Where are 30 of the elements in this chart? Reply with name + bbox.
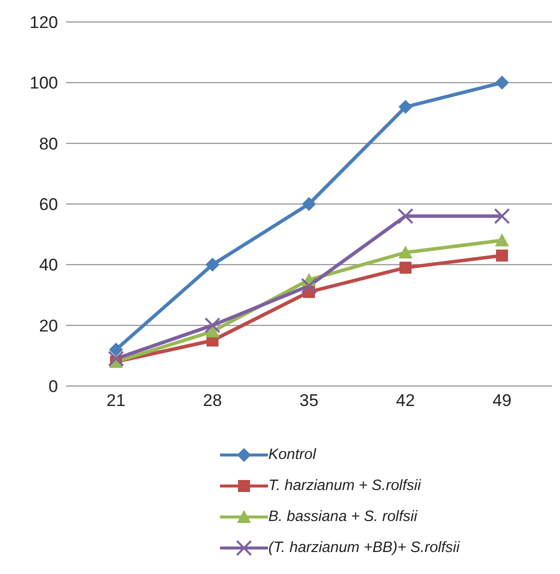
- y-tick-label: 0: [48, 377, 58, 396]
- point: [206, 258, 220, 272]
- y-tick-label: 20: [39, 316, 58, 336]
- point: [302, 197, 316, 211]
- legend-label: Kontrol: [268, 446, 316, 463]
- point: [398, 100, 412, 114]
- y-tick-label: 80: [39, 134, 58, 154]
- y-tick-label: 100: [30, 74, 58, 93]
- point: [108, 350, 124, 367]
- legend-label: T. harzianum + S.rolfsii: [268, 477, 421, 494]
- point: [496, 250, 508, 262]
- x-tick-label: 49: [492, 391, 512, 410]
- legend-label: B. bassiana + S. rolfsii: [268, 508, 418, 525]
- point: [398, 208, 414, 224]
- x-tick-label: 35: [300, 391, 318, 410]
- x-tick-label: 42: [396, 391, 415, 410]
- x-tick-label: 21: [106, 391, 126, 410]
- x-tick-label: 28: [203, 391, 222, 410]
- point: [204, 317, 220, 334]
- y-tick-label: 120: [30, 13, 58, 32]
- point: [495, 76, 509, 90]
- y-tick-label: 60: [39, 195, 58, 214]
- legend-label: (T. harzianum +BB)+ S.rolfsii: [268, 539, 460, 556]
- point: [400, 262, 412, 274]
- point: [494, 208, 510, 224]
- point: [398, 246, 412, 259]
- point: [109, 342, 123, 357]
- point: [301, 278, 317, 294]
- point: [495, 233, 509, 246]
- y-tick-label: 40: [39, 256, 58, 275]
